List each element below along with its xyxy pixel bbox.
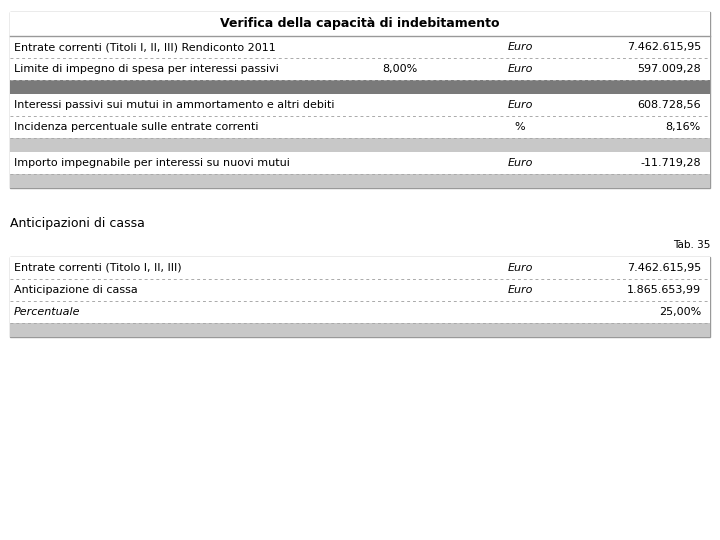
Text: 8,00%: 8,00% (382, 64, 418, 74)
Text: Euro: Euro (508, 158, 533, 168)
Bar (10, 12, 710, 36)
Bar (10, 174, 710, 188)
Bar (10, 36, 710, 58)
Text: Interessi passivi sui mutui in ammortamento e altri debiti: Interessi passivi sui mutui in ammortame… (14, 100, 335, 110)
Text: Entrate correnti (Titolo I, II, III): Entrate correnti (Titolo I, II, III) (14, 263, 181, 273)
Text: Incidenza percentuale sulle entrate correnti: Incidenza percentuale sulle entrate corr… (14, 122, 258, 132)
Text: Euro: Euro (508, 64, 533, 74)
Text: Entrate correnti (Titoli I, II, III) Rendiconto 2011: Entrate correnti (Titoli I, II, III) Ren… (14, 42, 276, 52)
Text: Importo impegnabile per interessi su nuovi mutui: Importo impegnabile per interessi su nuo… (14, 158, 290, 168)
Text: Euro: Euro (508, 285, 533, 295)
Bar (10, 116, 710, 138)
Text: -11.719,28: -11.719,28 (640, 158, 701, 168)
Bar (10, 80, 710, 94)
Text: 597.009,28: 597.009,28 (637, 64, 701, 74)
Text: Tab. 35: Tab. 35 (672, 240, 710, 250)
Text: 8,16%: 8,16% (666, 122, 701, 132)
Bar (10, 152, 710, 174)
Text: Euro: Euro (508, 263, 533, 273)
Text: 1.865.653,99: 1.865.653,99 (627, 285, 701, 295)
Bar (10, 279, 710, 301)
Bar (10, 257, 710, 337)
Text: %: % (515, 122, 526, 132)
Bar (10, 323, 710, 337)
Bar (10, 257, 710, 279)
Text: Verifica della capacità di indebitamento: Verifica della capacità di indebitamento (220, 17, 500, 30)
Text: Euro: Euro (508, 42, 533, 52)
Text: 7.462.615,95: 7.462.615,95 (626, 263, 701, 273)
Text: Limite di impegno di spesa per interessi passivi: Limite di impegno di spesa per interessi… (14, 64, 279, 74)
Text: 7.462.615,95: 7.462.615,95 (626, 42, 701, 52)
Text: Euro: Euro (508, 100, 533, 110)
Text: Anticipazioni di cassa: Anticipazioni di cassa (10, 217, 145, 230)
Bar (10, 301, 710, 323)
Bar (10, 12, 710, 188)
Text: 608.728,56: 608.728,56 (637, 100, 701, 110)
Bar (10, 138, 710, 152)
Bar (10, 58, 710, 80)
Bar (10, 94, 710, 116)
Text: Anticipazione di cassa: Anticipazione di cassa (14, 285, 138, 295)
Text: Percentuale: Percentuale (14, 307, 81, 317)
Text: 25,00%: 25,00% (659, 307, 701, 317)
